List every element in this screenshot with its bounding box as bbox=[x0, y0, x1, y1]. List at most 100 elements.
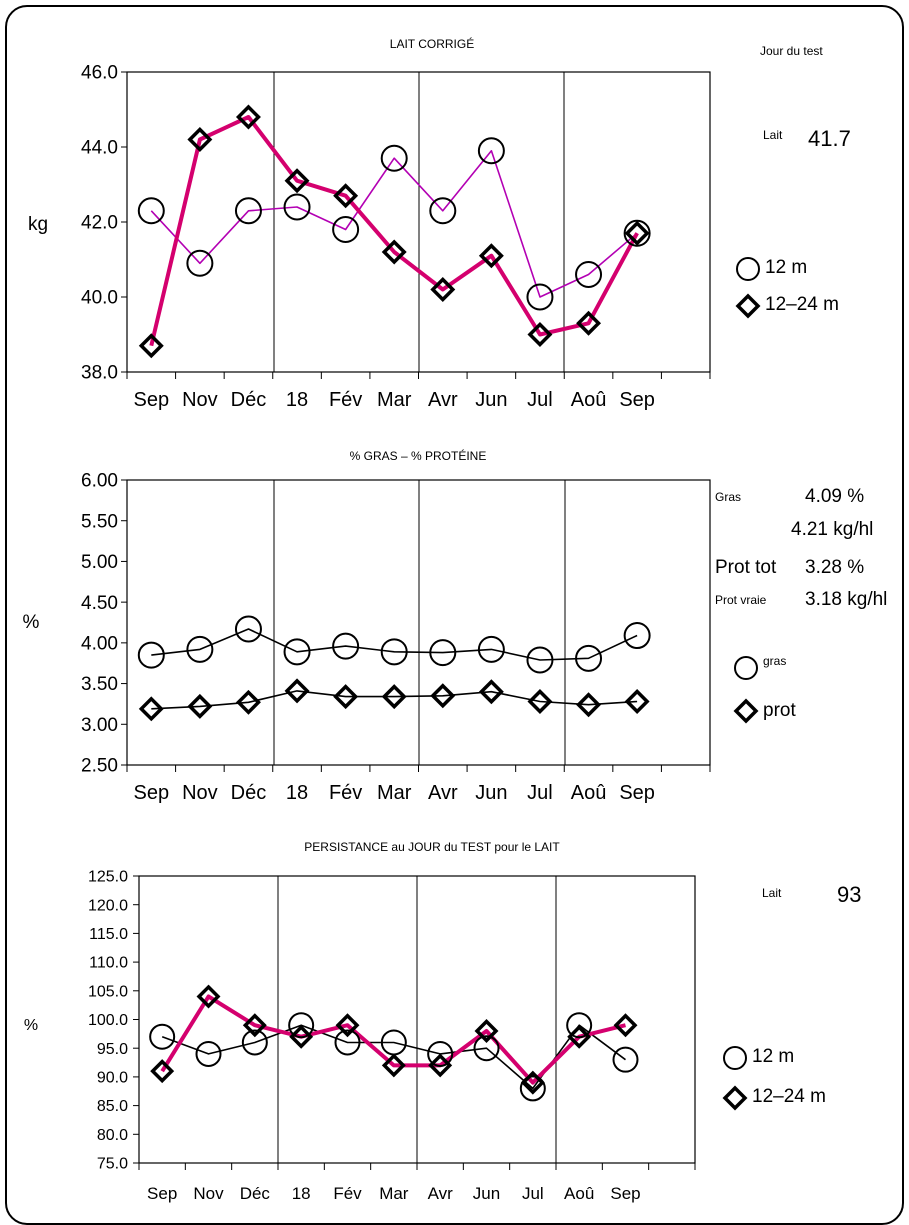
prot-vraie-label: Prot vraie bbox=[715, 593, 767, 607]
x-tick-label: Aoû bbox=[571, 782, 607, 804]
y-tick-label: 85.0 bbox=[97, 1098, 128, 1115]
y-tick-label: 6.00 bbox=[81, 471, 118, 492]
circle-point bbox=[186, 635, 214, 663]
y-tick-label: 105.0 bbox=[88, 983, 128, 1000]
circle-point bbox=[334, 1029, 361, 1056]
diamond-legend-icon bbox=[733, 698, 759, 724]
circle-point bbox=[526, 283, 554, 311]
x-tick-label: Sep bbox=[133, 389, 169, 411]
lait3-value: 93 bbox=[837, 882, 862, 907]
y-tick-label: 115.0 bbox=[89, 926, 128, 943]
y-tick-label: 80.0 bbox=[97, 1127, 128, 1144]
x-tick-label: Nov bbox=[182, 782, 218, 804]
legend1-12-24m-label: 12–24 m bbox=[765, 294, 839, 315]
x-tick-label: 18 bbox=[286, 782, 308, 804]
diamond-point bbox=[576, 692, 602, 718]
circle-point bbox=[477, 635, 505, 663]
x-tick-label: Jul bbox=[527, 389, 553, 411]
diamond-point bbox=[576, 310, 602, 336]
gras-pct-value: 4.09 % bbox=[805, 486, 865, 507]
circle-legend-icon bbox=[734, 656, 758, 680]
circle-point bbox=[332, 632, 360, 660]
diamond-point bbox=[242, 1013, 267, 1038]
prot-vraie-kghl-value: 3.18 kg/hl bbox=[805, 589, 888, 610]
diamond-point bbox=[624, 689, 650, 714]
y-tick-label: 44.0 bbox=[81, 138, 118, 159]
y-tick-label: 5.50 bbox=[81, 511, 118, 532]
circle-point bbox=[575, 644, 603, 672]
circle-point bbox=[429, 639, 457, 667]
y-tick-label: 38.0 bbox=[81, 363, 118, 384]
series-line-diamond bbox=[149, 115, 639, 347]
x-tick-label: Mar bbox=[377, 389, 412, 411]
circle-point bbox=[288, 1012, 315, 1039]
x-tick-label: Fév bbox=[329, 782, 362, 804]
x-tick-label: Nov bbox=[182, 389, 218, 411]
y-tick-label: 4.50 bbox=[81, 593, 118, 614]
x-tick-label: Sep bbox=[610, 1184, 640, 1203]
diamond-point bbox=[284, 678, 310, 704]
diamond-point bbox=[624, 220, 650, 246]
y-axis-label: % bbox=[24, 1017, 38, 1034]
diamond-point bbox=[430, 277, 456, 302]
diamond-point bbox=[567, 1024, 592, 1049]
y-tick-label: 40.0 bbox=[81, 288, 118, 309]
circle-point bbox=[137, 641, 165, 669]
lait-label: Lait bbox=[763, 128, 783, 142]
y-axis-label: % bbox=[23, 612, 40, 633]
legend1-12m-label: 12 m bbox=[765, 257, 808, 278]
circle-point bbox=[149, 1023, 176, 1050]
y-tick-label: 120.0 bbox=[88, 897, 128, 914]
y-tick-label: 42.0 bbox=[81, 213, 118, 234]
circle-point bbox=[332, 216, 360, 243]
circle-point bbox=[612, 1046, 639, 1073]
circle-point bbox=[429, 197, 457, 225]
circle-legend-icon bbox=[723, 1046, 747, 1070]
circle-point bbox=[623, 219, 651, 247]
y-tick-label: 125.0 bbox=[88, 869, 128, 886]
diamond-point bbox=[381, 1053, 406, 1078]
diamond-point bbox=[430, 683, 456, 709]
x-tick-label: Déc bbox=[240, 1184, 271, 1203]
x-tick-label: Jun bbox=[475, 782, 507, 804]
y-tick-label: 4.00 bbox=[81, 634, 118, 655]
diamond-point bbox=[381, 684, 407, 710]
x-tick-label: Jul bbox=[522, 1184, 544, 1203]
x-tick-label: Sep bbox=[619, 782, 655, 804]
diamond-point bbox=[613, 1013, 638, 1038]
circle-point bbox=[283, 638, 311, 666]
x-tick-label: Jul bbox=[527, 782, 553, 804]
y-tick-label: 95.0 bbox=[97, 1041, 128, 1058]
x-tick-label: Sep bbox=[147, 1184, 177, 1203]
gras-label: Gras bbox=[715, 490, 742, 504]
circle-point bbox=[137, 197, 165, 225]
circle-point bbox=[623, 622, 651, 650]
chart-title: PERSISTANCE au JOUR du TEST pour le LAIT bbox=[304, 840, 560, 854]
legend3-12m-label: 12 m bbox=[752, 1046, 795, 1067]
x-tick-label: Avr bbox=[428, 782, 458, 804]
circle-point bbox=[526, 646, 554, 674]
jour-du-test-label: Jour du test bbox=[760, 44, 823, 58]
diamond-point bbox=[138, 696, 164, 722]
y-tick-label: 110.0 bbox=[89, 955, 128, 972]
circle-point bbox=[380, 638, 408, 666]
x-tick-label: Nov bbox=[193, 1184, 224, 1203]
diamond-point bbox=[284, 168, 310, 194]
diamond-point bbox=[428, 1053, 453, 1078]
diamond-point bbox=[333, 684, 359, 710]
y-tick-label: 2.50 bbox=[81, 756, 118, 777]
circle-point bbox=[566, 1012, 593, 1039]
circle-legend-icon bbox=[736, 257, 760, 281]
x-tick-label: Avr bbox=[428, 1184, 454, 1203]
circle-point bbox=[195, 1040, 222, 1067]
series-line-diamond bbox=[160, 994, 626, 1085]
lait3-label: Lait bbox=[762, 886, 782, 900]
diamond-point bbox=[235, 689, 261, 715]
y-tick-label: 3.00 bbox=[81, 715, 118, 736]
y-tick-label: 100.0 bbox=[88, 1012, 128, 1029]
x-tick-label: Fév bbox=[333, 1184, 362, 1203]
x-tick-label: Fév bbox=[329, 389, 362, 411]
circle-point bbox=[241, 1029, 268, 1056]
diamond-point bbox=[478, 243, 504, 269]
diamond-point bbox=[527, 689, 553, 714]
